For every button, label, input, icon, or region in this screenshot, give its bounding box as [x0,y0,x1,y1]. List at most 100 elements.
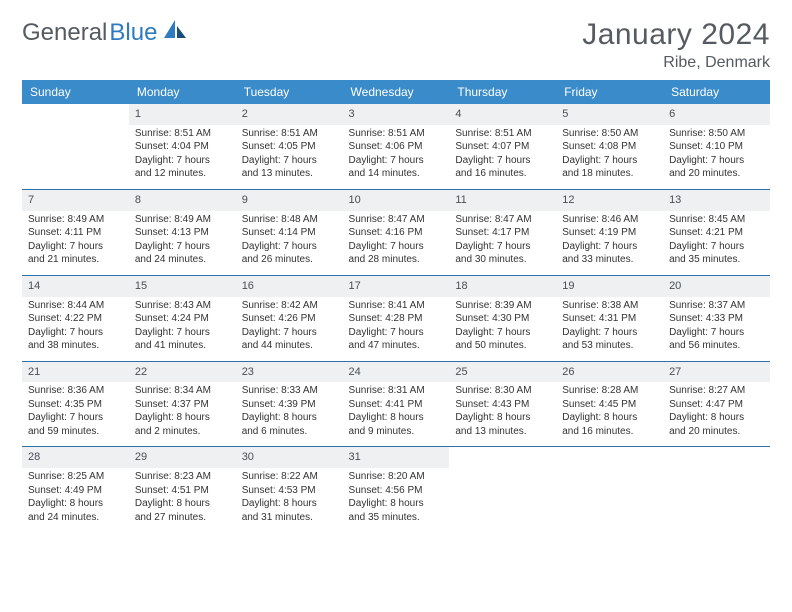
day-number: 8 [129,189,236,211]
daylight-line-1: Daylight: 7 hours [242,154,337,168]
day-number: 6 [663,104,770,125]
daylight-line-2: and 33 minutes. [562,253,657,267]
calendar-cell: 7Sunrise: 8:49 AMSunset: 4:11 PMDaylight… [22,189,129,275]
sunset-line: Sunset: 4:10 PM [669,140,764,154]
daylight-line-2: and 56 minutes. [669,339,764,353]
sunset-line: Sunset: 4:06 PM [349,140,444,154]
calendar-row: 28Sunrise: 8:25 AMSunset: 4:49 PMDayligh… [22,446,770,532]
day-details: Sunrise: 8:38 AMSunset: 4:31 PMDaylight:… [556,297,663,361]
calendar-row: 1Sunrise: 8:51 AMSunset: 4:04 PMDaylight… [22,104,770,189]
daylight-line-1: Daylight: 7 hours [242,326,337,340]
calendar-cell: 21Sunrise: 8:36 AMSunset: 4:35 PMDayligh… [22,361,129,447]
day-details: Sunrise: 8:48 AMSunset: 4:14 PMDaylight:… [236,211,343,275]
brand-word2: Blue [109,19,157,47]
daylight-line-1: Daylight: 7 hours [562,240,657,254]
sunrise-line: Sunrise: 8:51 AM [455,127,550,141]
daylight-line-2: and 28 minutes. [349,253,444,267]
day-number: 26 [556,361,663,383]
day-number: 17 [343,275,450,297]
day-number: 5 [556,104,663,125]
day-details: Sunrise: 8:47 AMSunset: 4:16 PMDaylight:… [343,211,450,275]
sunset-line: Sunset: 4:35 PM [28,398,123,412]
daylight-line-1: Daylight: 7 hours [455,154,550,168]
sunset-line: Sunset: 4:47 PM [669,398,764,412]
sunset-line: Sunset: 4:08 PM [562,140,657,154]
calendar-cell [663,446,770,532]
sunset-line: Sunset: 4:04 PM [135,140,230,154]
brand-logo: GeneralBlue [22,18,188,47]
calendar-cell: 6Sunrise: 8:50 AMSunset: 4:10 PMDaylight… [663,104,770,189]
sunset-line: Sunset: 4:05 PM [242,140,337,154]
day-number-empty [449,446,556,466]
day-number: 10 [343,189,450,211]
day-details: Sunrise: 8:41 AMSunset: 4:28 PMDaylight:… [343,297,450,361]
day-details: Sunrise: 8:50 AMSunset: 4:08 PMDaylight:… [556,125,663,189]
day-number: 18 [449,275,556,297]
sunrise-line: Sunrise: 8:47 AM [349,213,444,227]
daylight-line-1: Daylight: 7 hours [669,326,764,340]
sunrise-line: Sunrise: 8:22 AM [242,470,337,484]
day-number: 19 [556,275,663,297]
day-number: 2 [236,104,343,125]
weekday-header: Thursday [449,80,556,104]
sunset-line: Sunset: 4:51 PM [135,484,230,498]
daylight-line-2: and 41 minutes. [135,339,230,353]
day-number: 31 [343,446,450,468]
day-number: 7 [22,189,129,211]
day-details: Sunrise: 8:31 AMSunset: 4:41 PMDaylight:… [343,382,450,446]
day-details: Sunrise: 8:47 AMSunset: 4:17 PMDaylight:… [449,211,556,275]
weekday-header: Wednesday [343,80,450,104]
sunrise-line: Sunrise: 8:44 AM [28,299,123,313]
daylight-line-2: and 35 minutes. [669,253,764,267]
daylight-line-1: Daylight: 8 hours [349,497,444,511]
sunrise-line: Sunrise: 8:50 AM [562,127,657,141]
sunset-line: Sunset: 4:28 PM [349,312,444,326]
sunset-line: Sunset: 4:43 PM [455,398,550,412]
sail-icon [162,18,188,47]
sunrise-line: Sunrise: 8:37 AM [669,299,764,313]
day-details: Sunrise: 8:23 AMSunset: 4:51 PMDaylight:… [129,468,236,532]
calendar-cell: 16Sunrise: 8:42 AMSunset: 4:26 PMDayligh… [236,275,343,361]
day-details: Sunrise: 8:27 AMSunset: 4:47 PMDaylight:… [663,382,770,446]
sunrise-line: Sunrise: 8:30 AM [455,384,550,398]
calendar-cell: 15Sunrise: 8:43 AMSunset: 4:24 PMDayligh… [129,275,236,361]
calendar-cell: 4Sunrise: 8:51 AMSunset: 4:07 PMDaylight… [449,104,556,189]
sunrise-line: Sunrise: 8:48 AM [242,213,337,227]
day-number: 27 [663,361,770,383]
day-details: Sunrise: 8:34 AMSunset: 4:37 PMDaylight:… [129,382,236,446]
sunset-line: Sunset: 4:22 PM [28,312,123,326]
daylight-line-1: Daylight: 8 hours [562,411,657,425]
topbar: GeneralBlue January 2024 Ribe, Denmark [22,18,770,72]
daylight-line-1: Daylight: 7 hours [28,240,123,254]
sunset-line: Sunset: 4:41 PM [349,398,444,412]
calendar-cell: 5Sunrise: 8:50 AMSunset: 4:08 PMDaylight… [556,104,663,189]
calendar-cell: 2Sunrise: 8:51 AMSunset: 4:05 PMDaylight… [236,104,343,189]
day-number: 20 [663,275,770,297]
calendar-cell: 19Sunrise: 8:38 AMSunset: 4:31 PMDayligh… [556,275,663,361]
sunrise-line: Sunrise: 8:25 AM [28,470,123,484]
daylight-line-2: and 26 minutes. [242,253,337,267]
sunrise-line: Sunrise: 8:36 AM [28,384,123,398]
daylight-line-2: and 20 minutes. [669,425,764,439]
calendar-cell: 25Sunrise: 8:30 AMSunset: 4:43 PMDayligh… [449,361,556,447]
location-label: Ribe, Denmark [582,54,770,72]
weekday-header: Friday [556,80,663,104]
sunrise-line: Sunrise: 8:27 AM [669,384,764,398]
calendar-cell: 8Sunrise: 8:49 AMSunset: 4:13 PMDaylight… [129,189,236,275]
calendar-cell: 3Sunrise: 8:51 AMSunset: 4:06 PMDaylight… [343,104,450,189]
daylight-line-1: Daylight: 8 hours [28,497,123,511]
day-details: Sunrise: 8:36 AMSunset: 4:35 PMDaylight:… [22,382,129,446]
day-details: Sunrise: 8:51 AMSunset: 4:07 PMDaylight:… [449,125,556,189]
calendar-cell: 26Sunrise: 8:28 AMSunset: 4:45 PMDayligh… [556,361,663,447]
sunrise-line: Sunrise: 8:42 AM [242,299,337,313]
day-details: Sunrise: 8:42 AMSunset: 4:26 PMDaylight:… [236,297,343,361]
sunset-line: Sunset: 4:39 PM [242,398,337,412]
daylight-line-1: Daylight: 7 hours [135,240,230,254]
day-details: Sunrise: 8:25 AMSunset: 4:49 PMDaylight:… [22,468,129,532]
sunset-line: Sunset: 4:17 PM [455,226,550,240]
sunrise-line: Sunrise: 8:33 AM [242,384,337,398]
daylight-line-2: and 50 minutes. [455,339,550,353]
daylight-line-1: Daylight: 7 hours [349,240,444,254]
day-details: Sunrise: 8:50 AMSunset: 4:10 PMDaylight:… [663,125,770,189]
daylight-line-1: Daylight: 7 hours [455,326,550,340]
